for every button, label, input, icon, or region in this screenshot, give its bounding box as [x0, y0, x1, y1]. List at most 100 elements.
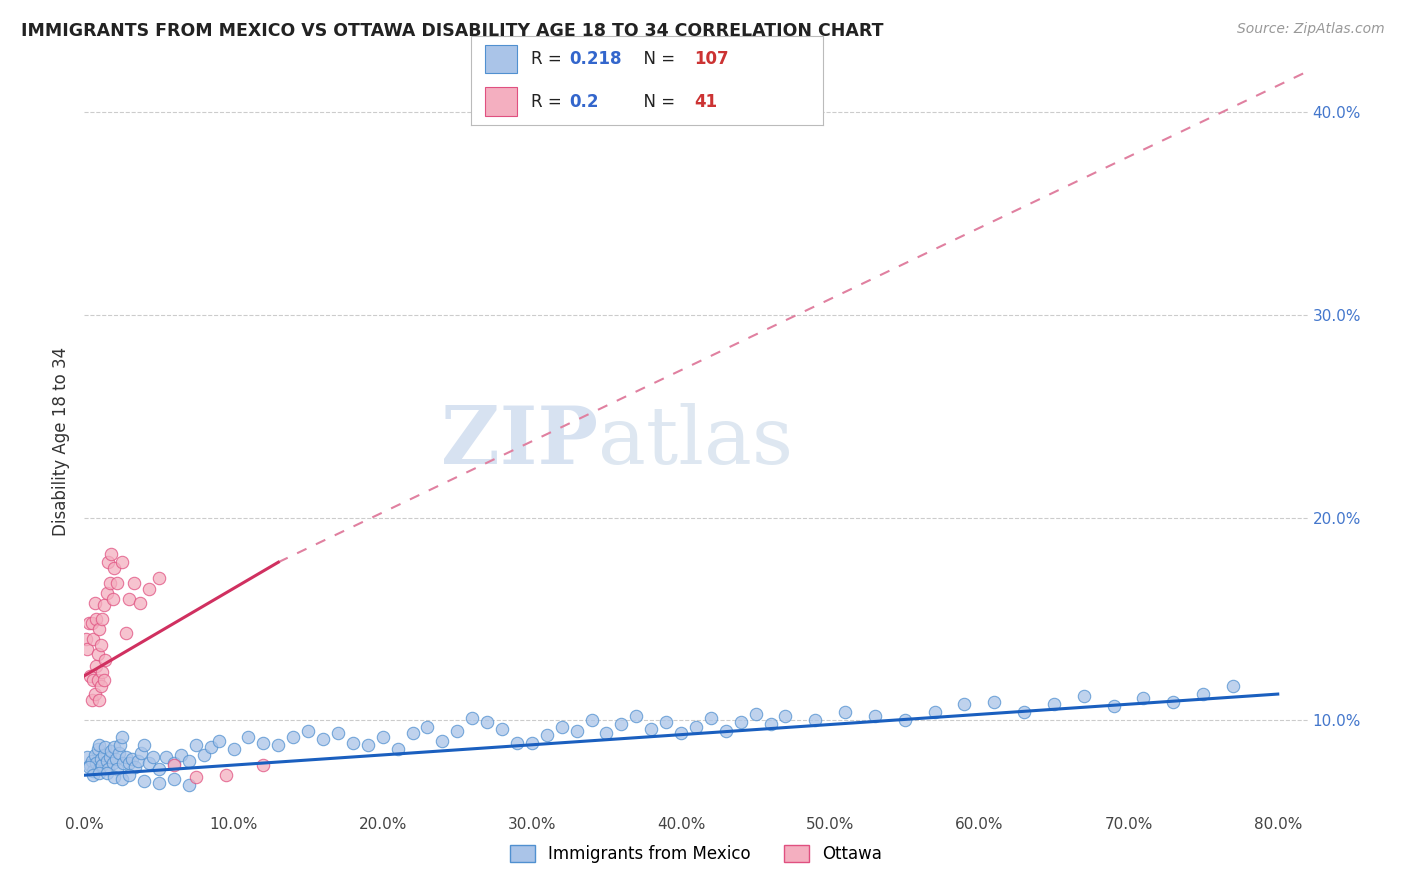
Text: Source: ZipAtlas.com: Source: ZipAtlas.com: [1237, 22, 1385, 37]
Point: [84, 756, 107, 770]
Point: [416, 719, 439, 733]
Point: [475, 715, 498, 730]
Point: [520, 736, 543, 750]
Point: [863, 709, 886, 723]
Point: [101, 591, 124, 606]
Point: [91, 612, 114, 626]
Point: [170, 747, 193, 762]
Point: [103, 561, 125, 575]
Text: 41: 41: [695, 93, 717, 111]
Point: [1192, 687, 1215, 701]
Point: [89, 738, 111, 752]
Text: 0.218: 0.218: [569, 50, 621, 68]
Point: [1043, 697, 1066, 711]
Point: [138, 756, 160, 770]
Point: [1222, 679, 1244, 693]
Point: [700, 711, 723, 725]
Point: [96, 766, 118, 780]
Point: [983, 695, 1005, 709]
Point: [103, 770, 125, 784]
Legend: Immigrants from Mexico, Ottawa: Immigrants from Mexico, Ottawa: [503, 838, 889, 870]
Point: [267, 738, 290, 752]
Point: [98, 750, 121, 764]
Point: [82, 768, 104, 782]
Text: R =: R =: [531, 93, 567, 111]
Point: [142, 750, 165, 764]
Point: [610, 717, 633, 731]
Point: [90, 679, 112, 693]
Text: IMMIGRANTS FROM MEXICO VS OTTAWA DISABILITY AGE 18 TO 34 CORRELATION CHART: IMMIGRANTS FROM MEXICO VS OTTAWA DISABIL…: [21, 22, 883, 40]
Point: [111, 772, 134, 787]
Point: [89, 766, 111, 780]
Point: [297, 723, 319, 738]
Point: [75, 632, 97, 647]
Point: [148, 762, 170, 776]
Point: [177, 778, 200, 792]
Point: [83, 687, 105, 701]
Point: [96, 585, 118, 599]
Point: [163, 772, 186, 787]
Point: [551, 719, 574, 733]
Point: [207, 733, 229, 747]
Point: [76, 750, 98, 764]
Point: [834, 706, 856, 720]
Point: [90, 639, 112, 653]
Point: [83, 747, 105, 762]
Point: [93, 747, 115, 762]
Point: [138, 582, 160, 596]
Point: [100, 744, 122, 758]
Point: [115, 626, 138, 640]
Point: [1163, 695, 1185, 709]
Point: [112, 756, 135, 770]
Point: [595, 725, 617, 739]
Point: [1132, 691, 1154, 706]
Point: [80, 754, 103, 768]
Point: [122, 575, 145, 590]
Text: 0.2: 0.2: [569, 93, 599, 111]
Point: [93, 598, 115, 612]
Point: [76, 642, 98, 657]
Point: [82, 764, 104, 779]
Point: [730, 715, 752, 730]
FancyBboxPatch shape: [485, 87, 517, 116]
Point: [127, 754, 149, 768]
Point: [357, 738, 380, 752]
Point: [105, 575, 128, 590]
Point: [326, 725, 349, 739]
Point: [118, 591, 141, 606]
Point: [80, 693, 103, 707]
Point: [186, 738, 208, 752]
Point: [100, 547, 122, 561]
Point: [148, 776, 170, 790]
Point: [124, 760, 146, 774]
Point: [894, 714, 917, 728]
Point: [91, 758, 114, 772]
Text: ZIP: ZIP: [441, 402, 598, 481]
Point: [804, 714, 827, 728]
Point: [506, 736, 529, 750]
Point: [669, 725, 692, 739]
Text: R =: R =: [531, 50, 567, 68]
Point: [714, 723, 737, 738]
Point: [238, 730, 260, 744]
Point: [118, 768, 141, 782]
Point: [312, 731, 335, 746]
Point: [432, 733, 454, 747]
Point: [82, 673, 104, 687]
Point: [342, 736, 364, 750]
Point: [193, 747, 215, 762]
Point: [371, 730, 394, 744]
Point: [759, 717, 782, 731]
Point: [87, 673, 110, 687]
Point: [148, 571, 170, 585]
Point: [744, 707, 766, 722]
Text: atlas: atlas: [598, 402, 793, 481]
Point: [118, 756, 141, 770]
Point: [446, 723, 468, 738]
Point: [77, 616, 100, 631]
Point: [177, 754, 200, 768]
Point: [536, 728, 558, 742]
Point: [655, 715, 678, 730]
Point: [79, 758, 101, 772]
Point: [775, 709, 797, 723]
